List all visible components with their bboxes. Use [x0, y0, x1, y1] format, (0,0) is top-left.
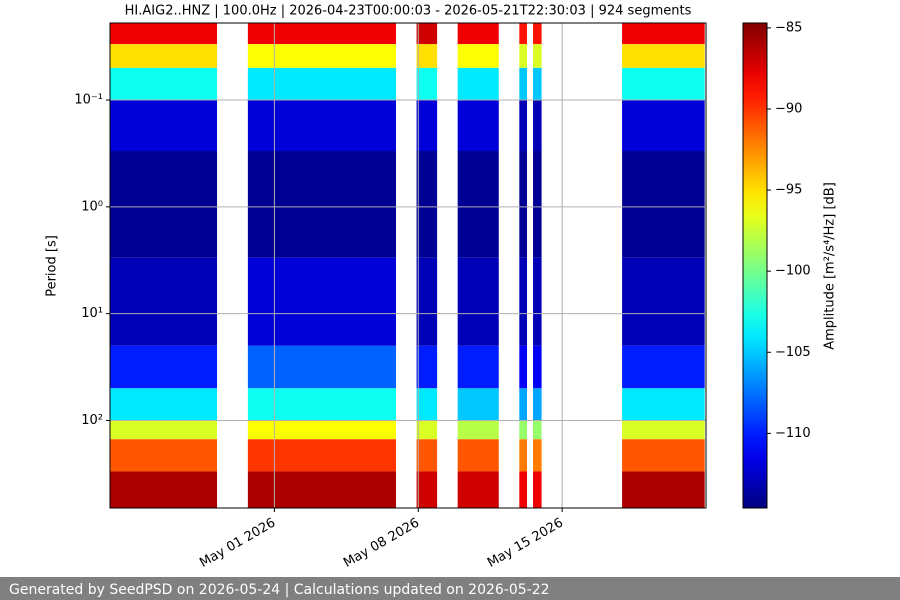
spectrogram-cell [247, 471, 397, 508]
spectrogram-cell [519, 439, 528, 472]
spectrogram-cell [457, 23, 499, 45]
spectrogram-cell [416, 345, 438, 389]
spectrogram-cell [519, 257, 528, 346]
spectrogram-cell [622, 67, 705, 101]
footer-bar [0, 577, 900, 600]
spectrogram-cell [110, 44, 218, 68]
spectrogram-cell [533, 44, 542, 68]
spectrogram-cell [622, 388, 705, 421]
x-tick-label: May 01 2026 [197, 516, 278, 571]
spectrogram-cell [457, 67, 499, 101]
spectrogram-cell [247, 100, 397, 151]
spectrogram-cell [416, 23, 438, 45]
spectrogram-cell [622, 471, 705, 508]
spectrogram-cell [457, 150, 499, 258]
spectrogram-cell [457, 257, 499, 346]
spectrogram-cell [110, 100, 218, 151]
colorbar-tick-label: −110 [775, 426, 811, 441]
colorbar-label: Amplitude [m²/s⁴/Hz] [dB] [823, 182, 838, 350]
spectrogram-cell [457, 439, 499, 472]
spectrogram-cell [533, 388, 542, 421]
spectrogram-cell [247, 23, 397, 45]
y-tick-label: 10⁻¹ [74, 93, 103, 108]
y-tick-label: 10¹ [81, 306, 103, 321]
spectrogram-cell [110, 471, 218, 508]
spectrogram-cell [533, 420, 542, 440]
spectrogram-cell [110, 150, 218, 258]
spectrogram-cell [519, 23, 528, 45]
spectrogram-cell [416, 67, 438, 101]
spectrogram-cell [110, 345, 218, 389]
spectrogram-cell [457, 471, 499, 508]
colorbar-tick-label: −105 [775, 345, 811, 360]
spectrogram-cell [622, 420, 705, 440]
spectrogram-cell [110, 23, 218, 45]
spectrogram-cell [110, 439, 218, 472]
spectrogram-cell [622, 23, 705, 45]
spectrogram-cell [247, 44, 397, 68]
spectrogram-cell [533, 439, 542, 472]
spectrogram-cell [519, 100, 528, 151]
spectrogram-cell [457, 345, 499, 389]
spectrogram-cell [533, 345, 542, 389]
spectrogram-cell [519, 345, 528, 389]
spectrogram-cell [110, 67, 218, 101]
chart-title: HI.AIG2..HNZ | 100.0Hz | 2026-04-23T00:0… [125, 4, 692, 19]
spectrogram-cell [622, 345, 705, 389]
spectrogram-cell [110, 388, 218, 421]
footer-text: Generated by SeedPSD on 2026-05-24 | Cal… [9, 582, 550, 598]
spectrogram-cell [622, 44, 705, 68]
y-tick-label: 10² [81, 413, 103, 428]
spectrogram-cell [533, 67, 542, 101]
spectrogram-cell [247, 257, 397, 346]
spectrogram-cell [519, 67, 528, 101]
spectrogram-cell [110, 257, 218, 346]
colorbar [742, 22, 768, 509]
spectrogram-cell [533, 257, 542, 346]
spectrogram-cell [416, 150, 438, 258]
spectrogram-cell [416, 471, 438, 508]
spectrogram-cell [519, 44, 528, 68]
spectrogram-cell [416, 388, 438, 421]
spectrogram-cell [533, 100, 542, 151]
spectrogram-cell [622, 257, 705, 346]
spectrogram-cell [533, 471, 542, 508]
x-tick-label: May 15 2026 [485, 516, 566, 571]
spectrogram-cell [457, 388, 499, 421]
plot-frame [109, 22, 707, 509]
colorbar-tick-label: −85 [775, 20, 802, 35]
spectrogram-cell [622, 150, 705, 258]
spectrogram-cell [416, 420, 438, 440]
y-axis-label: Period [s] [45, 235, 60, 297]
spectrogram-cell [247, 420, 397, 440]
y-tick-label: 10⁰ [81, 199, 103, 214]
spectrogram-cell [416, 100, 438, 151]
spectrogram-cell [457, 100, 499, 151]
spectrogram-cell [622, 439, 705, 472]
spectrogram-cell [247, 439, 397, 472]
colorbar-tick-label: −100 [775, 264, 811, 279]
spectrogram-cell [247, 345, 397, 389]
spectrogram-cell [533, 150, 542, 258]
spectrogram-cell [457, 420, 499, 440]
spectrogram-cell [533, 23, 542, 45]
spectrogram-cell [247, 388, 397, 421]
spectrogram-cell [416, 44, 438, 68]
colorbar-tick-label: −90 [775, 101, 802, 116]
spectrogram-cell [247, 67, 397, 101]
spectrogram-cell [519, 420, 528, 440]
spectrogram-cell [416, 439, 438, 472]
spectrogram-cell [519, 471, 528, 508]
spectrogram-cell [457, 44, 499, 68]
spectrogram-cell [247, 150, 397, 258]
spectrogram-cell [622, 100, 705, 151]
spectrogram-cell [519, 150, 528, 258]
spectrogram-cell [416, 257, 438, 346]
spectrogram-cell [519, 388, 528, 421]
colorbar-tick-label: −95 [775, 183, 802, 198]
spectrogram-cell [110, 420, 218, 440]
x-tick-label: May 08 2026 [341, 516, 422, 571]
